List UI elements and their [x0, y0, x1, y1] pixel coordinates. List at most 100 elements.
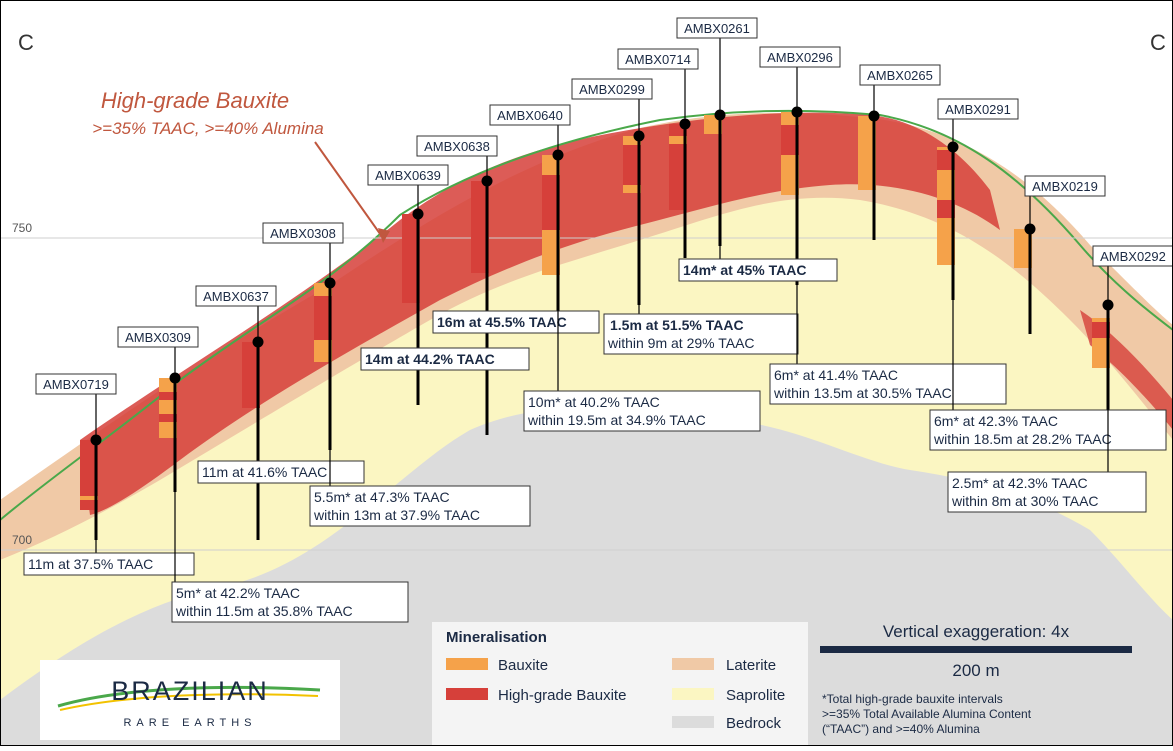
intercept-i0638: 16m at 45.5% TAAC — [432, 273, 600, 334]
drillhole-AMBX0640: AMBX0640 — [489, 104, 571, 320]
hole-id-box — [1024, 175, 1106, 197]
interval-high-grade — [80, 440, 98, 496]
callout-arrowhead — [378, 228, 390, 243]
intercept-i0719: 11m at 37.5% TAAC — [23, 510, 195, 576]
hole-id-label: AMBX0296 — [767, 50, 833, 65]
hole-id-box — [117, 326, 199, 348]
high-grade-band — [80, 112, 1000, 515]
interval-high-grade — [669, 124, 687, 210]
hole-id-box — [1092, 245, 1173, 267]
drillhole-AMBX0219: AMBX0219 — [1014, 175, 1106, 334]
hole-id-label: AMBX0309 — [125, 330, 191, 345]
drillhole-AMBX0719: AMBX0719 — [35, 373, 117, 540]
intercept-box — [603, 313, 799, 355]
logo-wordmark: BRAZILIAN — [111, 676, 269, 706]
hole-id-label: AMBX0719 — [43, 377, 109, 392]
interval-bauxite — [1014, 229, 1032, 268]
footnote-line-1: *Total high-grade bauxite intervals — [822, 692, 1003, 706]
hole-id-box — [195, 285, 277, 307]
drillhole-AMBX0638: AMBX0638 — [416, 135, 498, 435]
elevation-label-750: 750 — [12, 221, 32, 235]
hole-id-label: AMBX0219 — [1032, 179, 1098, 194]
intercept-box — [309, 485, 531, 527]
interval-high-grade — [623, 145, 641, 185]
intercept-box — [197, 460, 365, 484]
footnote-line-2: >=35% Total Available Alumina Content — [822, 707, 1032, 721]
drillhole-AMBX0639: AMBX0639 — [367, 164, 449, 405]
hole-id-box — [35, 373, 117, 395]
interval-high-grade — [242, 342, 260, 408]
intercept-text: within 18.5m at 28.2% TAAC — [933, 431, 1112, 447]
intercept-text: 6m* at 41.4% TAAC — [774, 367, 898, 383]
drillhole-AMBX0309: AMBX0309 — [117, 326, 199, 492]
interval-high-grade — [937, 150, 955, 170]
interval-high-grade — [159, 414, 177, 422]
logo-subtitle: RARE EARTHS — [123, 717, 256, 729]
scale-bar-label: 200 m — [952, 661, 999, 680]
interval-high-grade — [1092, 322, 1110, 338]
elevation-label-700: 700 — [12, 533, 32, 547]
intercept-text: within 11.5m at 35.8% TAAC — [175, 603, 353, 619]
legend-label-saprolite: Saprolite — [726, 687, 785, 704]
legend-label-high-grade: High-grade Bauxite — [498, 687, 626, 704]
legend-swatch-bauxite — [446, 658, 488, 670]
intercept-text: within 9m at 29% TAAC — [607, 335, 755, 351]
drillhole-AMBX0265: AMBX0265 — [858, 64, 941, 240]
intercept-box — [360, 347, 530, 371]
intercept-text: 16m at 45.5% TAAC — [437, 314, 567, 330]
drillhole-AMBX0637: AMBX0637 — [195, 285, 277, 540]
section-label-right: C — [1150, 30, 1166, 55]
hole-id-box — [416, 135, 498, 157]
intercept-box — [23, 552, 195, 576]
drillholes: AMBX0719 AMBX0309 AMBX0637 AMBX0308 AMBX0639… — [35, 17, 1173, 540]
intercept-i0261: 14m* at 45% TAAC — [678, 246, 838, 282]
logo-swoosh — [57, 685, 321, 708]
intercept-text: 14m at 44.2% TAAC — [365, 351, 495, 367]
intercept-text: 11m at 37.5% TAAC — [28, 556, 153, 572]
intercept-i0292: 2.5m* at 42.3% TAAC within 8m at 30% TAAC — [947, 368, 1147, 513]
hole-id-label: AMBX0637 — [203, 289, 269, 304]
intercept-text: within 13m at 37.9% TAAC — [313, 507, 480, 523]
legend-swatch-bedrock — [672, 716, 714, 728]
intercept-text: 5.5m* at 47.3% TAAC — [314, 489, 450, 505]
legend-label-bauxite: Bauxite — [498, 657, 548, 674]
intercept-box — [523, 390, 761, 432]
hole-id-label: AMBX0265 — [867, 68, 933, 83]
hole-id-label: AMBX0299 — [579, 82, 645, 97]
scale-bar — [820, 646, 1132, 653]
legend-title: Mineralisation — [446, 629, 547, 646]
interval-high-grade — [542, 175, 560, 230]
hole-id-box — [617, 48, 699, 70]
intercept-text: 14m* at 45% TAAC — [683, 262, 806, 278]
interval-high-grade — [159, 392, 177, 400]
drillhole-AMBX0714: AMBX0714 — [617, 48, 699, 258]
drillhole-AMBX0299: AMBX0299 — [571, 78, 653, 305]
section-label-left: C — [18, 30, 34, 55]
interval-high-grade — [80, 500, 98, 510]
legend-box — [432, 622, 808, 746]
hole-id-label: AMBX0308 — [270, 226, 336, 241]
hole-id-label: AMBX0261 — [684, 21, 750, 36]
legend-label-bedrock: Bedrock — [726, 715, 782, 732]
intercept-box — [678, 258, 838, 282]
intercept-i0299: 1.5m at 51.5% TAAC within 9m at 29% TAAC — [603, 193, 799, 355]
intercept-text: within 8m at 30% TAAC — [951, 493, 1099, 509]
intercept-i0637: 11m at 41.6% TAAC — [197, 408, 365, 484]
intercept-i0640: 10m* at 40.2% TAAC within 19.5m at 34.9% … — [523, 275, 761, 432]
intercept-text: 5m* at 42.2% TAAC — [176, 585, 300, 601]
legend-swatch-laterite — [672, 658, 714, 670]
interval-high-grade — [402, 214, 420, 303]
hole-id-label: AMBX0640 — [497, 108, 563, 123]
callout-arrow — [314, 141, 384, 239]
interval-bauxite — [80, 496, 98, 500]
intercept-box — [769, 363, 1007, 405]
interval-high-grade — [314, 296, 332, 340]
hole-id-box — [262, 222, 344, 244]
legend-swatch-high-grade — [446, 688, 488, 700]
intercept-text: within 13.5m at 30.5% TAAC — [773, 385, 952, 401]
intercept-text: 10m* at 40.2% TAAC — [528, 394, 660, 410]
hole-id-label: AMBX0291 — [945, 102, 1011, 117]
intercept-i0291: 6m* at 42.3% TAAC within 18.5m at 28.2% T… — [929, 265, 1167, 451]
